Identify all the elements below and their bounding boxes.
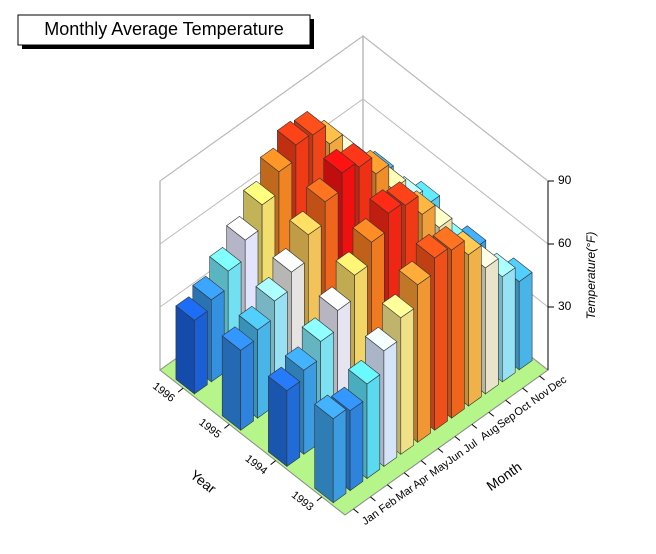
x-tick [437,448,444,453]
title-box [17,14,311,46]
bar-side [314,403,334,504]
y-tick [177,387,184,393]
x-tick [386,484,393,490]
x-tick [403,472,410,478]
y-tick-label: 1995 [196,416,223,441]
x-tick-label: Jul [461,437,479,455]
bar-top [293,111,327,136]
bar-front [451,240,465,419]
bar-front [501,267,516,383]
x-tick [505,399,512,405]
x-tick [454,436,461,441]
y-axis-label: Year [187,466,219,496]
bar-top [284,346,318,371]
bar-top [398,260,432,286]
bar-side [175,305,195,395]
bar-front [518,271,533,371]
y-tick-label: 1996 [150,380,177,405]
grid-line [159,35,549,182]
x-tick-label: Dec [546,374,569,395]
y-tick [224,423,230,429]
bar [314,394,347,504]
bar-top [226,216,259,241]
bar-front [383,341,398,467]
plot: 306090Temperature(°F)JanFebMarAprMayJunJ… [150,34,598,528]
bar-top [289,210,322,236]
z-tick-label: 60 [558,236,572,250]
bar-front [400,308,415,455]
bar-top [386,181,419,206]
bar-top [243,180,276,206]
bar-front [468,245,482,407]
bar-side [268,375,288,468]
chart-title: Monthly Average Temperature [44,19,283,39]
bar-top [260,147,293,173]
bar-front [485,258,499,395]
bar-top [432,226,465,251]
bar-top [255,276,288,302]
bar-top [276,120,310,146]
bar-front [286,381,301,467]
bar-front [349,401,364,492]
bar [175,296,208,395]
bar-top [301,317,335,342]
bar-top [209,247,242,272]
bar [267,366,301,468]
bar-front [434,248,448,431]
x-tick [522,387,528,393]
bar-top [314,394,347,420]
x-tick [420,460,427,466]
bar-front [240,340,254,431]
bar-front [332,408,347,504]
bar-front [366,374,381,480]
x-tick-label: Jan [360,508,381,528]
bar-side [221,335,241,431]
bar-top [323,148,356,174]
y-tick-label: 1994 [243,453,270,478]
bar-top [267,366,301,392]
bar-top [381,293,415,319]
y-tick [316,496,323,502]
y-tick [270,460,276,466]
bar-top [331,386,364,412]
bar-top [192,275,225,301]
x-tick [471,423,478,429]
bar-top [335,251,368,276]
bar-top [415,233,448,259]
x-axis-label: Month [483,458,524,493]
bar-top [306,177,339,203]
z-axis-label: Temperature(°F) [584,232,598,320]
y-tick-label: 1993 [289,489,316,514]
x-tick [539,375,545,381]
bar-top [221,326,254,351]
grid-line [159,98,549,245]
bar-front [417,275,431,443]
x-tick [488,411,495,417]
bar-front [194,310,208,395]
bar-top [364,326,398,352]
bar-top [348,359,381,385]
x-tick [353,508,359,514]
bar-top [369,189,402,214]
z-tick-label: 30 [558,299,572,313]
x-tick [370,496,376,502]
bar-top [175,296,208,321]
x-tick-label: Apr [411,472,432,492]
bar-top [352,218,385,243]
bar-top [272,248,305,273]
bar-top [238,305,271,331]
bar-top [318,286,351,311]
bar [221,326,254,431]
z-tick-label: 90 [558,173,572,187]
